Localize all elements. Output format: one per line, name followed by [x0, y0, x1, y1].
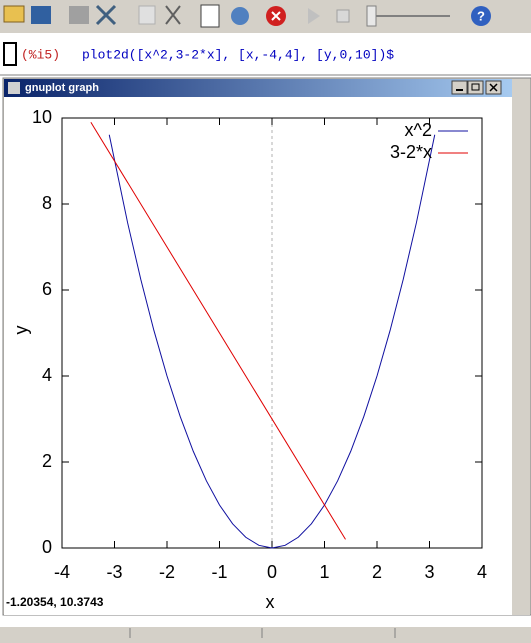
halt-button[interactable] — [336, 9, 350, 23]
series-line — [108, 134, 436, 549]
y-tick-label: 0 — [42, 537, 52, 557]
play-button[interactable] — [308, 8, 320, 24]
cell-bracket — [3, 42, 17, 66]
input-command[interactable]: plot2d([x^2,3-2*x], [x,-4,4], [y,0,10])$ — [82, 47, 394, 62]
print-button[interactable] — [69, 6, 89, 24]
legend-label: 3-2*x — [390, 142, 432, 162]
window-edge — [512, 97, 530, 615]
slider-thumb[interactable] — [366, 5, 377, 27]
maximize-button[interactable] — [467, 80, 484, 95]
x-tick-label: 2 — [372, 562, 382, 582]
x-tick-label: -2 — [159, 562, 175, 582]
x-axis-label: x — [266, 592, 275, 612]
x-tick-label: -4 — [54, 562, 70, 582]
y-tick-label: 6 — [42, 279, 52, 299]
plot-canvas — [4, 97, 512, 615]
toolbar-icons: ? — [3, 4, 491, 28]
y-tick-label: 4 — [42, 365, 52, 385]
x-tick-label: 3 — [424, 562, 434, 582]
x-tick-label: -1 — [211, 562, 227, 582]
window-icon — [8, 82, 20, 94]
config-button[interactable] — [95, 4, 117, 26]
legend-label: x^2 — [405, 120, 432, 140]
y-tick-label: 10 — [32, 107, 52, 127]
window-controls — [451, 80, 502, 95]
select-button[interactable] — [200, 4, 220, 28]
window-title: gnuplot graph — [25, 82, 99, 94]
y-tick-label: 2 — [42, 451, 52, 471]
copy-button[interactable] — [138, 5, 156, 25]
x-tick-label: 0 — [267, 562, 277, 582]
x-tick-label: -3 — [106, 562, 122, 582]
cut-button[interactable] — [165, 5, 181, 25]
series-line — [90, 122, 346, 540]
y-axis-label: y — [11, 326, 31, 335]
help-button[interactable] — [471, 6, 491, 26]
plot: -4 -3 -2 -1 0 1 2 3 4 0 2 4 6 8 10 x^23-2*x — [32, 107, 487, 582]
title-bar — [4, 79, 512, 97]
minimize-button[interactable] — [451, 80, 468, 95]
status-coordinates: -1.20354, 10.3743 — [6, 595, 104, 609]
x-tick-label: 1 — [319, 562, 329, 582]
save-button[interactable] — [31, 6, 51, 24]
stop-icon — [271, 11, 281, 21]
y-tick-label: 8 — [42, 193, 52, 213]
settings-button[interactable] — [231, 7, 249, 25]
status-bar — [0, 627, 531, 638]
open-button[interactable] — [3, 5, 25, 23]
help-icon: ? — [477, 8, 485, 23]
input-prompt: (%i5) — [21, 47, 60, 62]
x-tick-label: 4 — [477, 562, 487, 582]
